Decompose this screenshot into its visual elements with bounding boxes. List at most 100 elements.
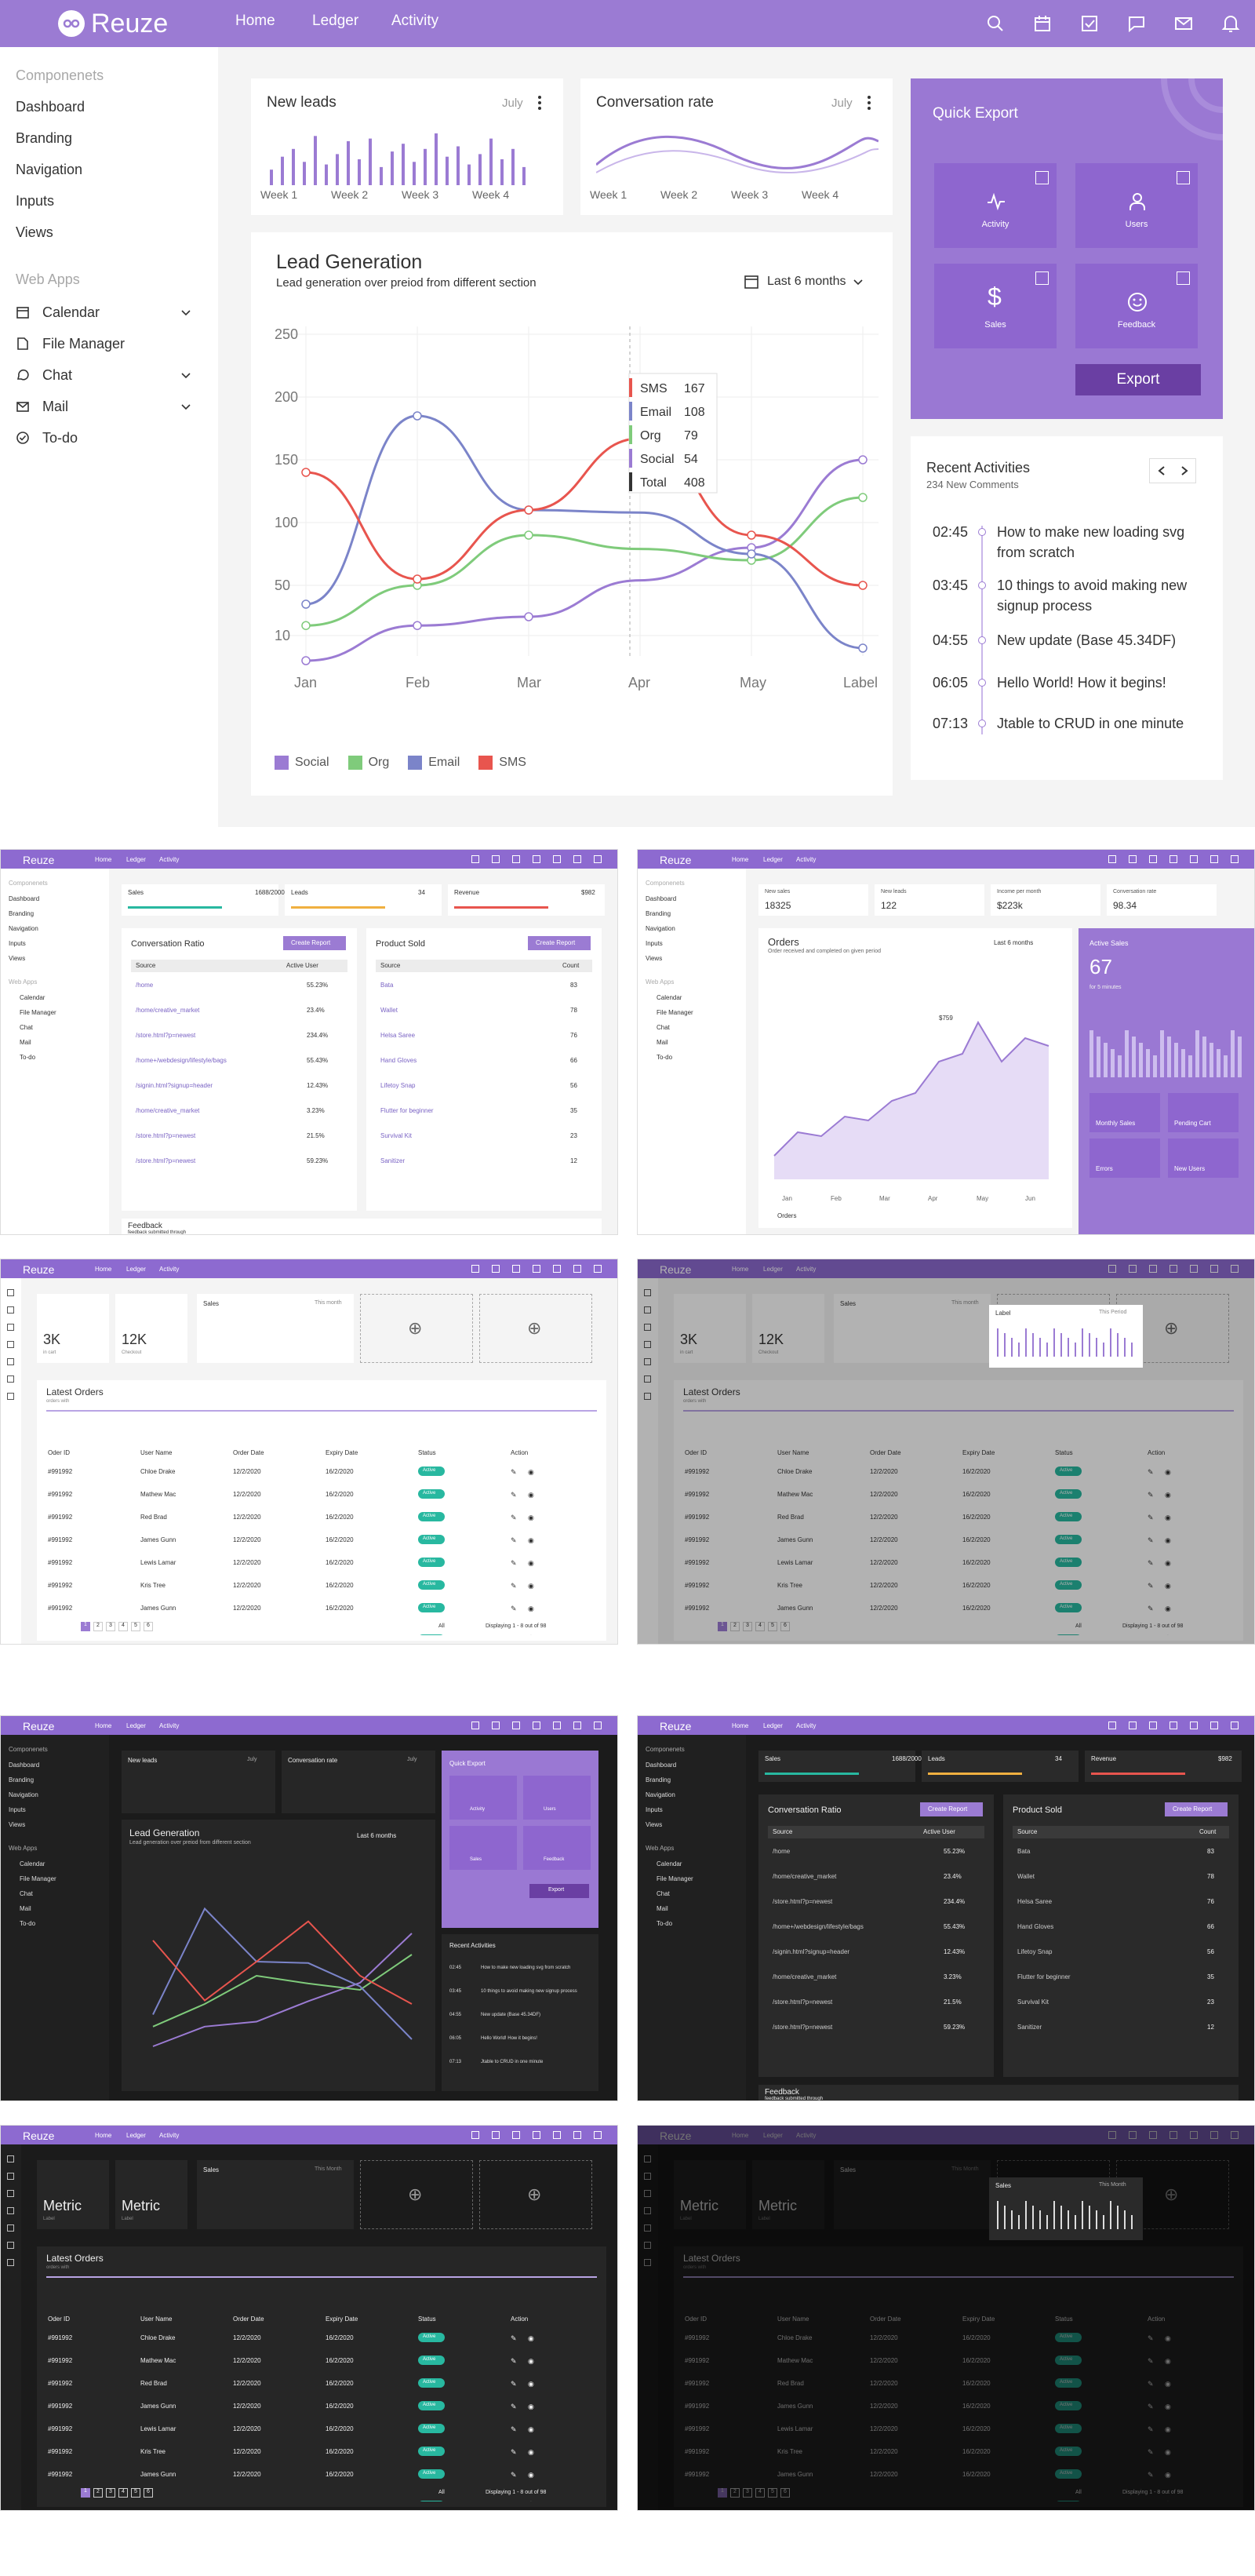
edit-icon[interactable]: ✎ [1148, 1559, 1154, 1567]
table-cell[interactable]: Survival Kit [380, 1132, 413, 1139]
data-point[interactable] [524, 530, 533, 540]
sidebar-item[interactable]: Chat [657, 1024, 670, 1031]
page-button[interactable]: 1 [81, 2488, 90, 2498]
modal-overlay[interactable] [638, 1259, 1254, 1644]
nav-ledger[interactable]: Ledger [126, 856, 146, 863]
sidebar-item[interactable]: Branding [646, 910, 671, 917]
nav-activity[interactable]: Activity [159, 1266, 180, 1273]
button-label[interactable]: Errors [1096, 1165, 1113, 1172]
activity-text[interactable]: How to make new loading svg from scratch [481, 1966, 571, 1970]
table-cell[interactable]: Wallet [380, 1007, 398, 1014]
add-circle-icon[interactable]: ⊕ [408, 1318, 423, 1338]
rail-icon[interactable] [644, 1358, 651, 1365]
page-button[interactable]: 6 [780, 1622, 790, 1631]
edit-icon[interactable]: ✎ [511, 1559, 517, 1567]
edit-icon[interactable]: ✎ [1148, 1536, 1154, 1544]
toolbar-icon[interactable] [1210, 1722, 1218, 1729]
edit-icon[interactable]: ✎ [511, 1605, 517, 1612]
sidebar-item[interactable]: Views [9, 1821, 26, 1828]
toolbar-icon[interactable] [553, 2131, 561, 2139]
chat-icon[interactable] [1126, 13, 1147, 34]
table-cell[interactable]: Hand Gloves [380, 1057, 417, 1064]
data-point[interactable] [301, 599, 311, 609]
view-icon[interactable]: ◉ [528, 1468, 534, 1476]
tile-checkbox[interactable] [1035, 271, 1049, 285]
page-button[interactable]: 6 [144, 2488, 153, 2498]
view-icon[interactable]: ◉ [1165, 1605, 1171, 1612]
table-cell[interactable]: Hand Gloves [1017, 1923, 1054, 1930]
tile-label[interactable]: Users [544, 1807, 556, 1812]
edit-icon[interactable]: ✎ [511, 2334, 517, 2342]
view-icon[interactable]: ◉ [528, 2403, 534, 2410]
view-icon[interactable]: ◉ [528, 1491, 534, 1499]
rail-icon[interactable] [7, 1375, 14, 1383]
activity-text[interactable]: Hello World! How it begins! [997, 675, 1166, 690]
sidebar-item[interactable]: Navigation [646, 925, 675, 932]
page-size-select[interactable]: All [438, 2490, 445, 2495]
sidebar-item[interactable]: Calendar [657, 1860, 682, 1867]
sidebar-item-mail[interactable]: Mail [16, 397, 204, 416]
toolbar-icon[interactable] [1231, 855, 1239, 863]
toolbar-icon[interactable] [1129, 1722, 1137, 1729]
chevron-right-icon[interactable] [1180, 465, 1189, 476]
table-cell[interactable]: /store.html?p=newest [773, 1898, 833, 1905]
table-cell[interactable]: Lifetoy Snap [1017, 1948, 1053, 1955]
sidebar-item-branding[interactable]: Branding [16, 130, 73, 146]
view-icon[interactable]: ◉ [1165, 1468, 1171, 1476]
sidebar-item[interactable]: Navigation [646, 1791, 675, 1798]
toolbar-icon[interactable] [1149, 1722, 1157, 1729]
toolbar-icon[interactable] [573, 1722, 581, 1729]
tile-label[interactable]: Sales [470, 1857, 482, 1862]
range-dropdown[interactable]: Last 6 months [744, 271, 864, 292]
page-button[interactable]: 3 [106, 1622, 115, 1631]
mail-icon[interactable] [1173, 13, 1194, 34]
toolbar-icon[interactable] [1210, 855, 1218, 863]
create-report-button[interactable]: Create Report [1165, 1802, 1228, 1816]
tile-checkbox[interactable] [1035, 171, 1049, 184]
edit-icon[interactable]: ✎ [1148, 1582, 1154, 1590]
sidebar-item[interactable]: Dashboard [9, 895, 40, 902]
view-icon[interactable]: ◉ [1165, 1582, 1171, 1590]
page-button[interactable]: 2 [93, 1622, 103, 1631]
create-report-button[interactable]: Create Report [920, 1802, 983, 1816]
data-point[interactable] [524, 612, 533, 621]
rail-icon[interactable] [7, 1324, 14, 1331]
nav-home[interactable]: Home [95, 856, 112, 863]
toolbar-icon[interactable] [1210, 1265, 1218, 1273]
nav-ledger[interactable]: Ledger [126, 1722, 146, 1729]
chevron-left-icon[interactable] [1157, 465, 1166, 476]
sidebar-item[interactable]: File Manager [657, 1875, 693, 1882]
sidebar-item[interactable]: To-do [20, 1920, 36, 1927]
sidebar-item[interactable]: Views [9, 955, 26, 962]
page-size-select[interactable]: All [438, 1623, 445, 1629]
toolbar-icon[interactable] [512, 1265, 520, 1273]
edit-icon[interactable]: ✎ [1148, 1605, 1154, 1612]
sidebar-item[interactable]: Views [646, 1821, 663, 1828]
table-cell[interactable]: Lifetoy Snap [380, 1082, 416, 1089]
sidebar-item[interactable]: Navigation [9, 1791, 38, 1798]
sidebar-item[interactable]: Inputs [646, 940, 663, 947]
table-cell[interactable]: /store.html?p=newest [773, 1998, 833, 2006]
view-icon[interactable]: ◉ [528, 2425, 534, 2433]
view-icon[interactable]: ◉ [1165, 1559, 1171, 1567]
toolbar-icon[interactable] [492, 1265, 500, 1273]
page-button[interactable]: 6 [144, 1622, 153, 1631]
nav-activity[interactable]: Activity [391, 13, 439, 29]
add-circle-icon[interactable]: ⊕ [1164, 1318, 1179, 1338]
view-icon[interactable]: ◉ [528, 1536, 534, 1544]
edit-icon[interactable]: ✎ [511, 2425, 517, 2433]
rail-icon[interactable] [644, 1341, 651, 1348]
toolbar-icon[interactable] [1231, 1722, 1239, 1729]
toolbar-icon[interactable] [492, 855, 500, 863]
table-cell[interactable]: /store.html?p=newest [773, 2024, 833, 2031]
legend-item[interactable]: Org [347, 756, 389, 770]
sidebar-item[interactable]: Mail [657, 1905, 668, 1912]
table-cell[interactable]: Survival Kit [1017, 1998, 1049, 2006]
more-vertical-icon[interactable] [866, 94, 872, 111]
nav-home[interactable]: Home [235, 13, 275, 29]
toolbar-icon[interactable] [1108, 855, 1116, 863]
page-button[interactable]: 2 [730, 1622, 740, 1631]
tile-label[interactable]: Feedback [544, 1857, 565, 1862]
table-cell[interactable]: /home/creative_market [773, 1873, 837, 1880]
table-cell[interactable]: /home/creative_market [136, 1107, 200, 1114]
